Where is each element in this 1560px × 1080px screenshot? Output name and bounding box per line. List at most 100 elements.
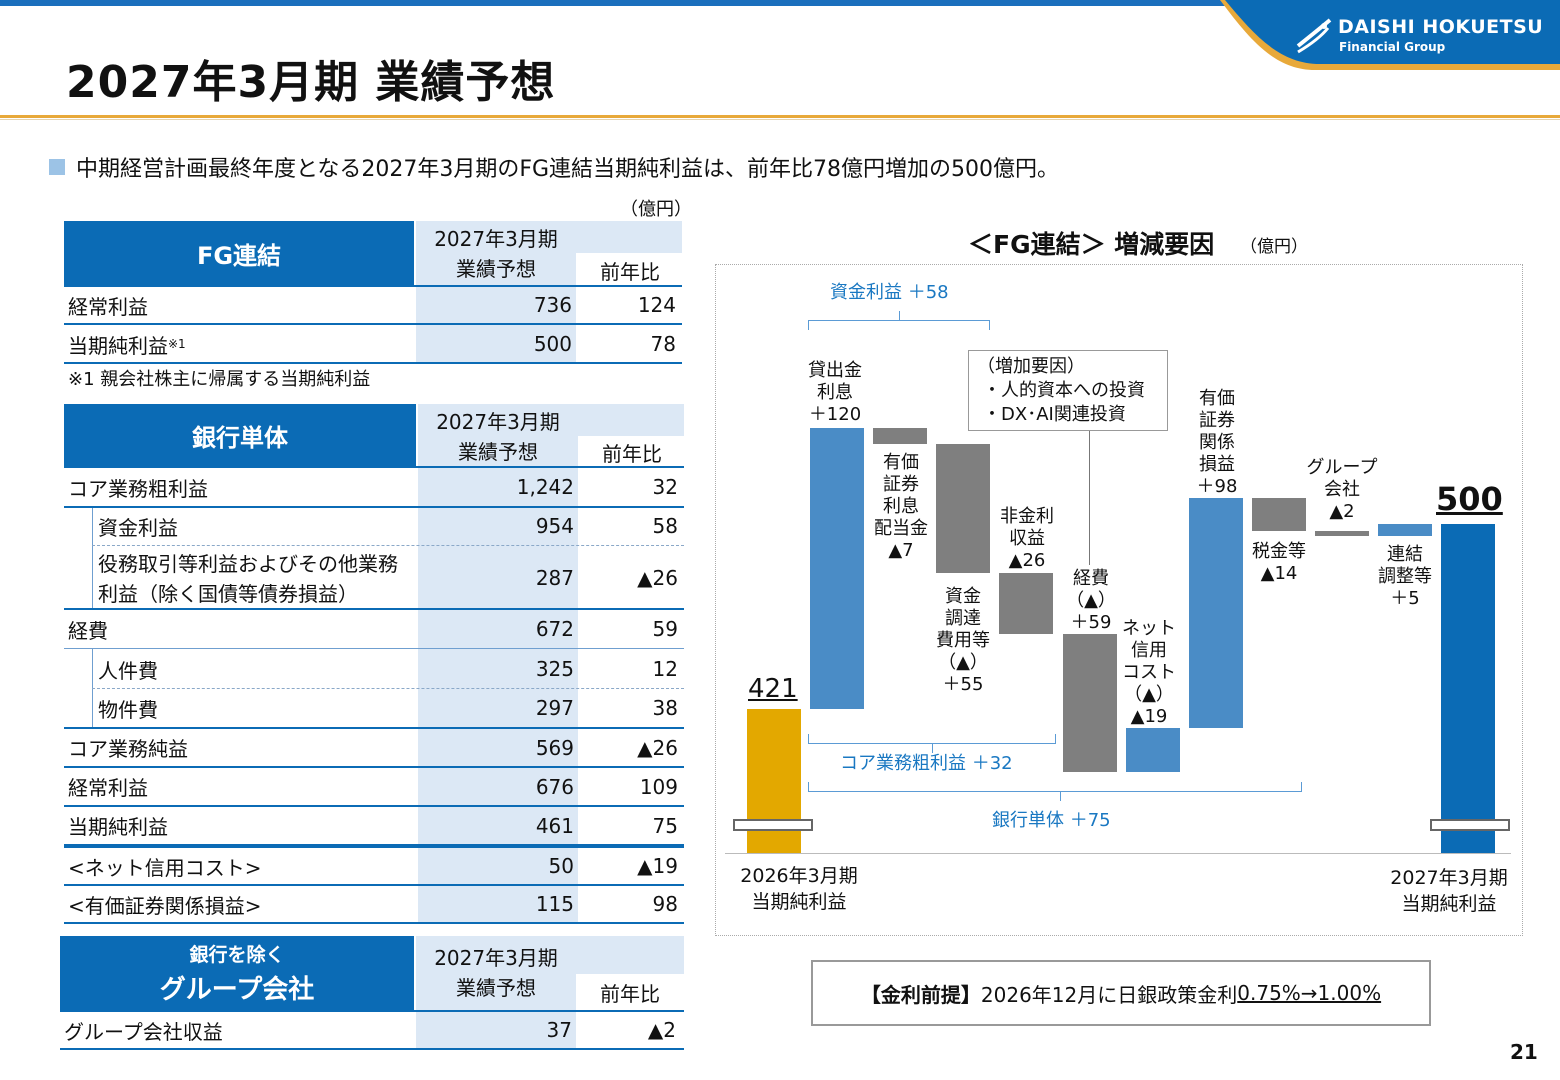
bank-row-value: 672 [535,617,574,641]
bank-header-band2 [418,436,578,466]
bank-row-diff: 58 [652,514,678,538]
bracket-tick [1060,792,1061,801]
label-line: ＋5 [1390,588,1420,609]
label-line: ▲19 [1130,706,1168,727]
bank-row-label: 当期純利益 [68,815,168,839]
box-line: （増加要因） [977,356,1085,377]
label-line: コスト [1122,662,1176,683]
label-line: 収益 [1009,528,1045,549]
step-label-funding-cost: 資金 調達 費用等 （▲） ＋55 [928,586,998,696]
increase-factors-box: （増加要因） ・人的資本への投資 ・DX･AI関連投資 [968,350,1168,431]
bank-row-value: 297 [535,696,574,720]
divider [64,884,684,886]
waterfall-bar [936,444,991,574]
bank-row-value: 287 [535,566,574,590]
group-row-value: 37 [546,1018,572,1042]
fg-col1-line1: 2027年3月期 [434,226,558,251]
start-value-label: 421 [748,674,798,704]
chart-frame [715,264,1523,936]
waterfall-bar [873,427,928,445]
logo-wave-banner [1220,0,1560,70]
label-line: 費用等 [936,630,990,651]
bank-row-label: 人件費 [98,658,158,683]
bank-row-label: <ネット信用コスト> [68,855,262,880]
label-line: ＋98 [1196,476,1238,497]
label-line: 利息 [883,496,919,517]
bracket-bank [808,782,1302,792]
bank-row-diff: ▲26 [637,566,678,590]
fg-value-band [416,287,576,363]
bracket-label-interest: 資金利益 ＋58 [830,282,949,303]
bank-row-value: 115 [535,892,574,916]
bank-row-label-line1: 役務取引等利益およびその他業務 [98,551,398,576]
label-line: ▲14 [1260,563,1298,584]
page-number: 21 [1510,1040,1538,1064]
bracket-tick [932,744,933,753]
label-line: グループ [1306,457,1378,478]
label-line: ＋55 [942,674,984,695]
bank-row-value: 325 [535,657,574,681]
premise-rate: 0.75%→1.00% [1237,981,1382,1005]
divider [64,362,682,364]
premise-text: 2026年12月に日銀政策金利 [980,982,1238,1007]
fg-col1-line2: 業績予想 [456,256,536,281]
label-line: 配当金 [874,518,928,539]
label-line: ネット [1122,618,1176,639]
divider [64,285,682,287]
group-row-diff: ▲2 [647,1018,676,1042]
top-accent-line [0,0,1560,6]
dashed-divider [92,545,684,546]
step-label-credit-cost: ネット 信用 コスト （▲） ▲19 [1116,618,1182,728]
divider [64,323,682,325]
group-header-band2 [416,974,576,1010]
group-title-line2: グループ会社 [159,975,315,1005]
axis-break-icon [1430,819,1510,831]
callout-line [1089,431,1090,565]
page-title: 2027年3月期 業績予想 [66,57,556,108]
group-row-label: グループ会社収益 [64,1019,223,1044]
waterfall-bar [1314,531,1369,536]
waterfall-bar [999,573,1054,635]
premise-label: 【金利前提】 [860,982,981,1007]
bracket-top [808,320,990,330]
bracket-label-bank: 銀行単体 ＋75 [992,810,1111,831]
waterfall-bar [1378,524,1432,536]
logo-subname: Financial Group [1339,40,1446,54]
label-line: 会社 [1324,479,1360,500]
fg-row-value: 736 [533,293,572,317]
label-line: 資金 [945,586,981,607]
waterfall-bar [810,427,865,709]
label-line: 連結 [1387,544,1423,565]
bank-header-band [418,404,684,436]
bank-row-diff: 38 [652,696,678,720]
fg-col2: 前年比 [600,259,660,284]
bank-col1-line2: 業績予想 [458,439,538,464]
bank-row-diff: ▲19 [637,854,678,878]
logo-mark-icon [1296,18,1332,54]
bank-row-label: 経常利益 [68,776,148,800]
title-underline [0,115,1560,118]
bank-row-value: 569 [535,735,574,760]
divider [60,1010,684,1012]
label-line: 貸出金 [808,360,862,381]
step-label-expenses: 経費 （▲） ＋59 [1056,568,1126,634]
label-line: ▲26 [1008,550,1046,571]
bank-row-value: 50 [548,854,574,878]
footnote-marker: ※1 [168,337,186,351]
step-label-loan-interest: 貸出金 利息 ＋120 [800,360,870,426]
bracket-tick [899,311,900,320]
dashed-divider [92,688,684,689]
bank-row-label: 資金利益 [98,515,178,540]
bank-row-diff: ▲26 [637,735,678,760]
bank-row-diff: 75 [652,813,678,838]
divider [64,766,684,768]
divider [64,727,684,729]
label-line: 関係 [1199,432,1235,453]
bank-col2: 前年比 [602,441,662,466]
bank-row-label: コア業務純益 [68,737,188,761]
divider [64,648,684,649]
label-line: （▲） [1124,684,1174,705]
x-label-end: 2027年3月期 当期純利益 [1378,865,1520,917]
label-line: 調整等 [1378,566,1432,587]
bank-row-diff: 12 [652,657,678,681]
